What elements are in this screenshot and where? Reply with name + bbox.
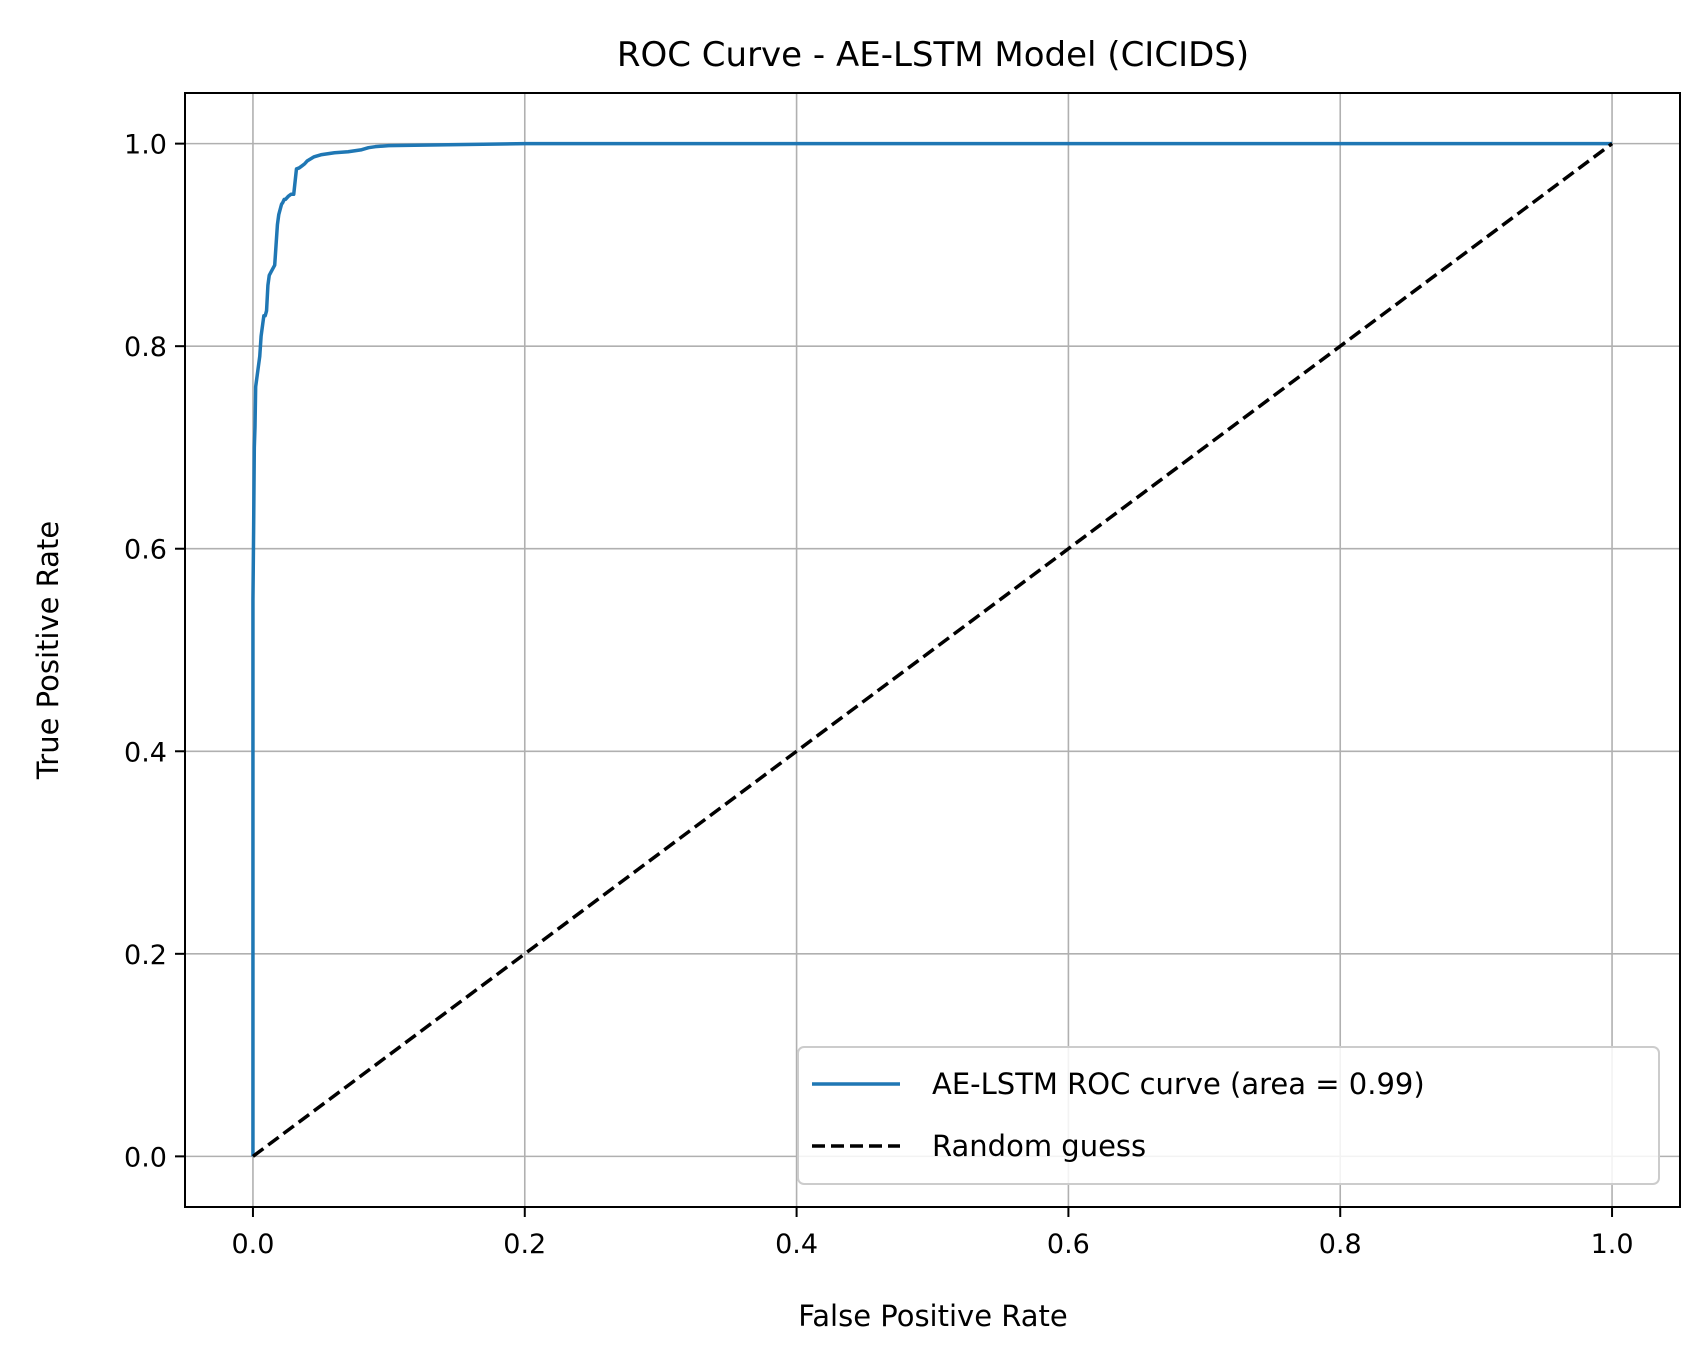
y-tick-label-5: 1.0 bbox=[124, 130, 167, 161]
random-guess-line bbox=[251, 142, 1614, 1158]
axis-ticks: 0.0 0.2 0.4 0.6 0.8 1.0 0.0 0.2 0.4 0.6 0.8 1.0 bbox=[124, 130, 1633, 1260]
series-group bbox=[251, 141, 1614, 1158]
legend-box bbox=[797, 1046, 1660, 1185]
x-tick-label-0: 0.0 bbox=[231, 1229, 274, 1260]
x-tick-label-1: 0.2 bbox=[503, 1229, 546, 1260]
legend-label-random: Random guess bbox=[932, 1129, 1146, 1163]
y-tick-label-3: 0.6 bbox=[124, 535, 167, 566]
x-tick-label-4: 0.8 bbox=[1319, 1229, 1362, 1260]
x-axis-label: False Positive Rate bbox=[798, 1299, 1068, 1333]
grid bbox=[185, 93, 1680, 1207]
legend-label-roc: AE-LSTM ROC curve (area = 0.99) bbox=[932, 1067, 1425, 1101]
legend: AE-LSTM ROC curve (area = 0.99) Random g… bbox=[797, 1046, 1660, 1185]
x-tick-label-3: 0.6 bbox=[1047, 1229, 1090, 1260]
roc-curve-line bbox=[251, 141, 1613, 1157]
x-tick-label-5: 1.0 bbox=[1591, 1229, 1634, 1260]
y-tick-label-1: 0.2 bbox=[124, 940, 167, 971]
y-axis-label: True Positive Rate bbox=[31, 521, 65, 780]
x-tick-label-2: 0.4 bbox=[775, 1229, 818, 1260]
plot-frame bbox=[184, 92, 1681, 1208]
y-tick-label-0: 0.0 bbox=[124, 1142, 167, 1173]
y-tick-label-4: 0.8 bbox=[124, 332, 167, 363]
chart-title: ROC Curve - AE-LSTM Model (CICIDS) bbox=[617, 35, 1249, 75]
y-tick-label-2: 0.4 bbox=[124, 737, 167, 768]
